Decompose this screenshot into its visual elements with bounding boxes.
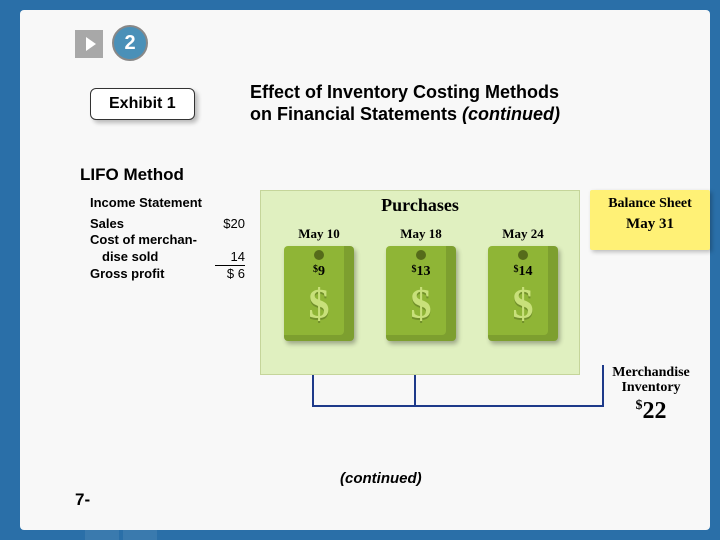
merchandise-inventory: Merchandise Inventory $22 <box>596 365 706 425</box>
balance-sheet-sticky: Balance Sheet May 31 <box>590 190 710 250</box>
purchases-title: Purchases <box>261 195 579 216</box>
slide-title: Effect of Inventory Costing Methods on F… <box>250 82 560 125</box>
dollar-icon: $ <box>386 281 456 329</box>
merch-inv-value: $22 <box>596 398 706 425</box>
purchases-graphic: Purchases May 10 $ $9 May 18 $ $13 May 2… <box>260 190 580 375</box>
exhibit-badge: Exhibit 1 <box>90 88 195 120</box>
gp-value: $ 6 <box>215 266 245 282</box>
slide-content: 2 Exhibit 1 Effect of Inventory Costing … <box>20 10 710 530</box>
price-tag-1: May 10 $ $9 <box>279 226 359 341</box>
price-tag-2: May 18 $ $13 <box>381 226 461 341</box>
cogs-value: 14 <box>215 249 245 266</box>
sales-label: Sales <box>90 216 124 232</box>
balance-sheet-date: May 31 <box>594 216 706 233</box>
dollar-icon: $ <box>284 281 354 329</box>
flow-line <box>414 375 416 405</box>
chapter-number: 2 <box>112 25 148 61</box>
merch-inv-label2: Inventory <box>596 380 706 395</box>
arrow-icon <box>75 30 103 58</box>
continued-label: (continued) <box>340 470 422 487</box>
title-continued: (continued) <box>462 104 560 124</box>
gp-label: Gross profit <box>90 266 164 282</box>
tag-date-3: May 24 <box>483 226 563 242</box>
page-number: 7- <box>75 490 90 510</box>
price-tag-3: May 24 $ $14 <box>483 226 563 341</box>
dollar-icon: $ <box>488 281 558 329</box>
merch-inv-label1: Merchandise <box>596 365 706 380</box>
tag-date-2: May 18 <box>381 226 461 242</box>
method-heading: LIFO Method <box>80 165 184 185</box>
sales-value: $20 <box>215 216 245 232</box>
income-header: Income Statement <box>90 195 245 210</box>
income-statement: Income Statement Sales $20 Cost of merch… <box>90 195 245 282</box>
title-line2a: on Financial Statements <box>250 104 462 124</box>
cogs-label2: dise sold <box>90 249 158 266</box>
flow-line <box>312 405 604 407</box>
tag-date-1: May 10 <box>279 226 359 242</box>
flow-line <box>312 375 314 405</box>
tag-price-3: $14 <box>488 264 558 280</box>
balance-sheet-title: Balance Sheet <box>594 196 706 212</box>
cogs-label1: Cost of merchan- <box>90 232 197 248</box>
tag-price-2: $13 <box>386 264 456 280</box>
title-line1: Effect of Inventory Costing Methods <box>250 82 559 102</box>
tag-price-1: $9 <box>284 264 354 280</box>
